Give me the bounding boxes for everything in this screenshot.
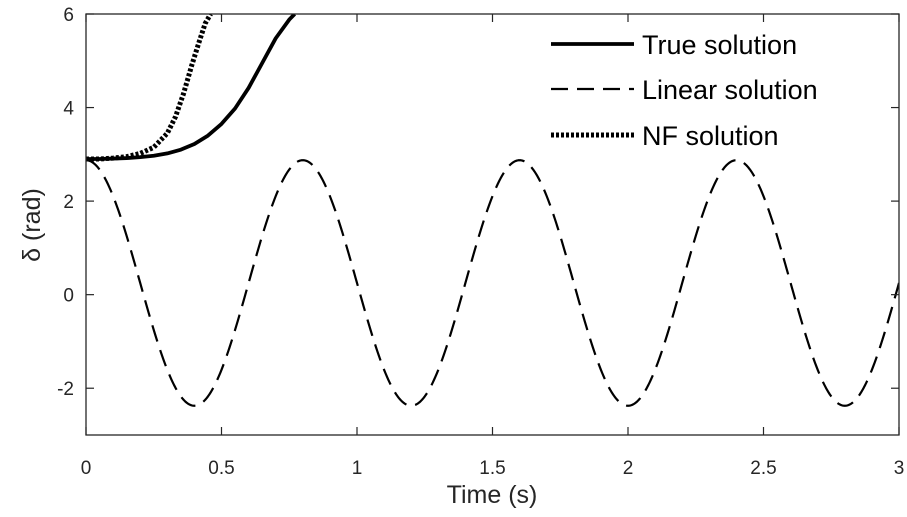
legend-label-nf-solution: NF solution	[642, 121, 779, 151]
series-line-nf-solution	[86, 14, 213, 162]
x-tick-label: 0.5	[208, 458, 234, 479]
x-tick-label: 2.5	[750, 458, 776, 479]
y-tick-label: 6	[63, 5, 74, 26]
series-line-linear-solution	[86, 159, 899, 407]
x-tick-label: 1.5	[479, 458, 505, 479]
y-tick-label: 2	[63, 192, 74, 213]
y-tick-label: -2	[57, 379, 74, 400]
series-line-true-solution	[86, 14, 297, 161]
x-tick-label: 1	[352, 458, 363, 479]
x-axis-title: Time (s)	[447, 481, 538, 509]
x-tick-label: 2	[623, 458, 634, 479]
legend-label-linear-solution: Linear solution	[642, 75, 818, 105]
x-tick-label: 0	[81, 458, 92, 479]
y-tick-label: 0	[63, 286, 74, 307]
axes: 0 0.5 1 1.5 2 2.5 3 -2 0 2 4 6	[57, 5, 904, 479]
legend-label-true-solution: True solution	[642, 30, 797, 60]
x-tick-label: 3	[894, 458, 905, 479]
legend: True solution Linear solution NF solution	[551, 30, 818, 151]
y-axis-title: δ (rad)	[18, 188, 46, 262]
y-tick-label: 4	[63, 99, 74, 120]
series-layer	[86, 14, 899, 407]
